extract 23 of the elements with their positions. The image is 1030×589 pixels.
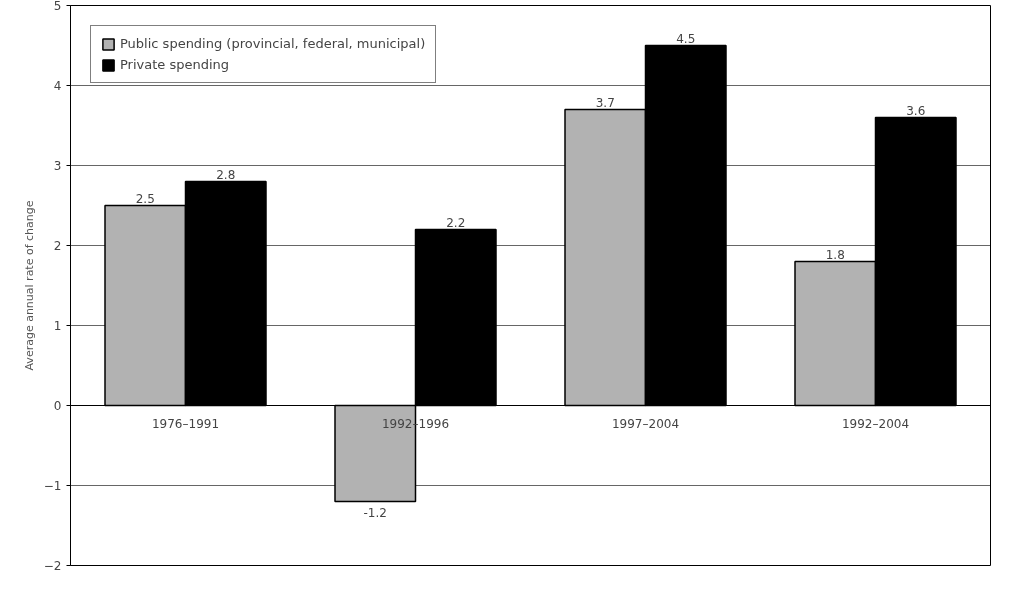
data-label: 2.8 [216, 167, 236, 182]
data-label: 1.8 [825, 247, 845, 262]
data-label: 3.7 [595, 95, 615, 110]
y-tick-label: 3 [53, 159, 62, 173]
y-tick-label: 5 [53, 0, 62, 13]
data-label: -1.2 [363, 505, 387, 520]
y-tick-label: −1 [43, 479, 62, 493]
data-label: 4.5 [676, 31, 696, 46]
y-tick-label: −2 [43, 559, 62, 573]
x-tick-label: 1976–1991 [151, 416, 220, 431]
data-label: 2.5 [135, 191, 155, 206]
legend-label: Public spending (provincial, federal, municipal) [120, 36, 426, 51]
legend-label: Private spending [120, 57, 230, 72]
y-tick-label: 4 [53, 79, 62, 93]
y-axis-title: Average annual rate of change [22, 200, 36, 371]
data-label: 2.2 [446, 215, 466, 230]
x-tick-label: 1992–1996 [381, 416, 450, 431]
data-label: 3.6 [906, 103, 926, 118]
y-tick-label: 2 [53, 239, 62, 253]
y-tick-label: 0 [53, 399, 62, 413]
y-tick-label: 1 [53, 319, 62, 333]
x-tick-label: 1997–2004 [611, 416, 680, 431]
x-tick-label: 1992–2004 [841, 416, 910, 431]
